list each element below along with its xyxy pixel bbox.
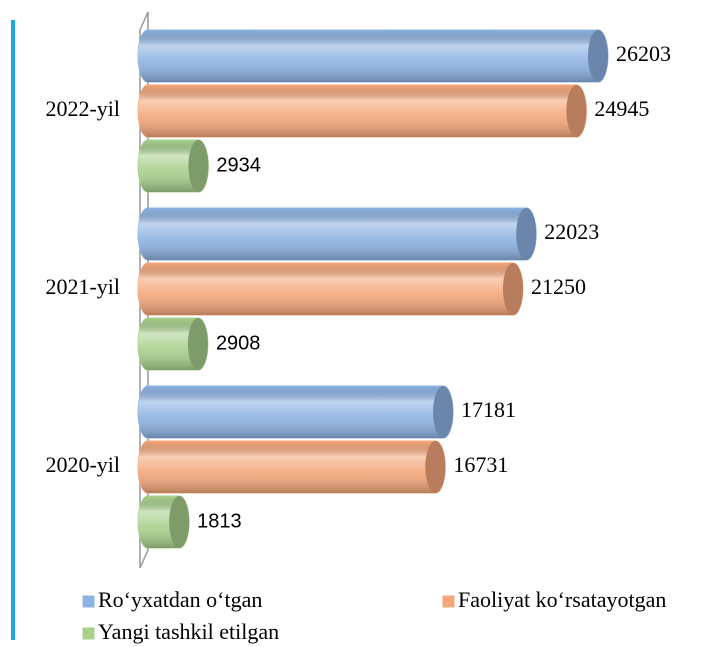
- legend-swatch: [81, 626, 96, 641]
- bar-cap: [502, 263, 523, 315]
- value-label: 2934: [216, 154, 261, 176]
- bar-cap: [187, 318, 208, 370]
- bar-cap: [425, 441, 446, 493]
- value-label: 17181: [461, 397, 516, 422]
- bar-cap: [188, 140, 209, 192]
- value-label: 24945: [594, 96, 649, 121]
- value-label: 21250: [531, 274, 586, 299]
- value-label: 16731: [453, 452, 508, 477]
- bar-cap: [566, 85, 587, 137]
- value-label: 2908: [216, 332, 261, 354]
- legend-label: Yangi tashkil etilgan: [98, 619, 279, 644]
- category-label: 2020-yil: [45, 452, 120, 477]
- bar-shade: [138, 263, 523, 315]
- bar-shade: [138, 30, 608, 82]
- plot-wall: [139, 11, 149, 569]
- legend-swatch: [441, 594, 456, 609]
- bar-cap: [588, 30, 608, 82]
- bar-cap: [169, 496, 190, 548]
- category-label: 2022-yil: [45, 96, 120, 121]
- bar-shade: [138, 208, 537, 260]
- value-label: 26203: [616, 41, 671, 66]
- category-label: 2021-yil: [45, 274, 120, 299]
- bar-cap: [433, 386, 454, 438]
- value-label: 1813: [197, 510, 242, 532]
- legend-swatch: [81, 594, 96, 609]
- legend-label: Faoliyat ko‘rsatayotgan: [458, 587, 666, 612]
- bar-shade: [138, 85, 587, 137]
- bar-shade: [138, 441, 446, 493]
- bar-shade: [138, 386, 454, 438]
- legend-label: Ro‘yxatdan o‘tgan: [98, 587, 262, 612]
- bar-cap: [516, 208, 537, 260]
- value-label: 22023: [544, 219, 599, 244]
